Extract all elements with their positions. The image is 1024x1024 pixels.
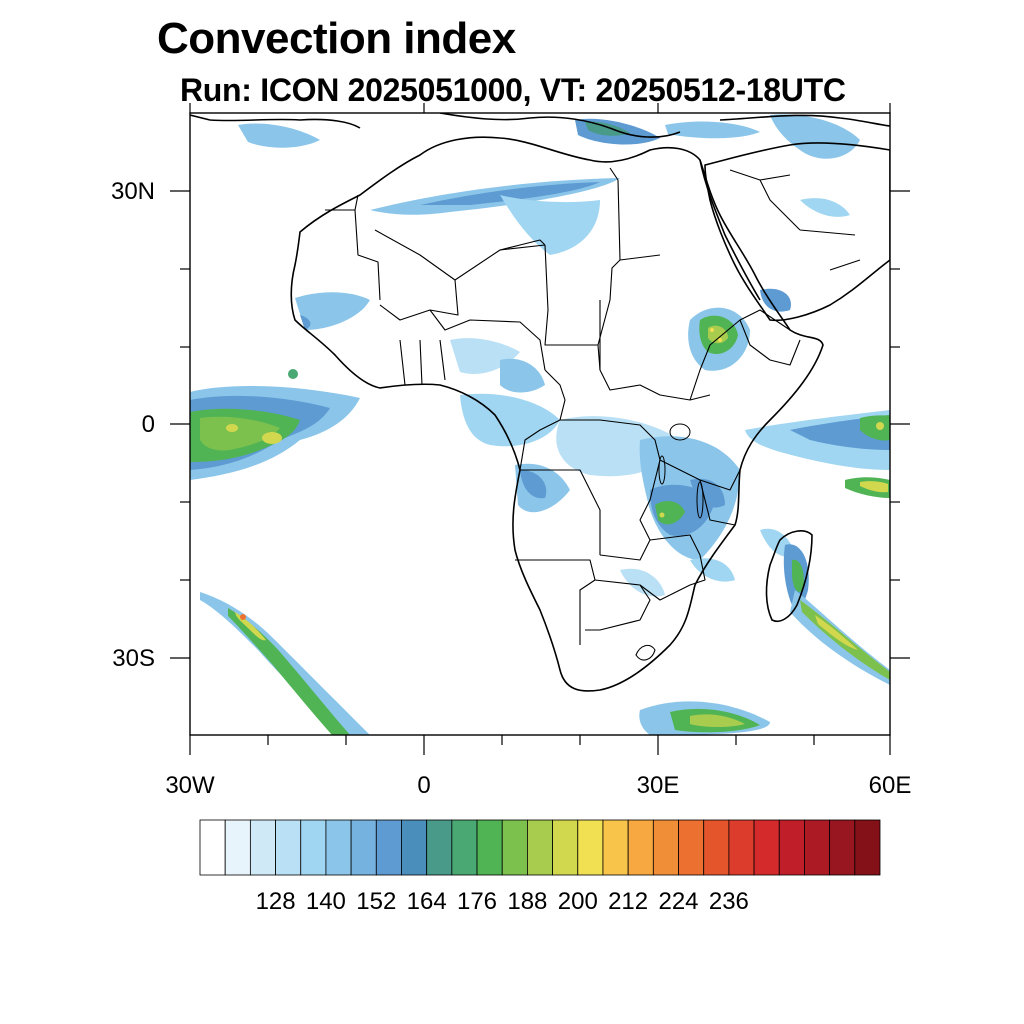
colorbar-label: 212 bbox=[608, 888, 649, 915]
colorbar-label: 236 bbox=[708, 888, 749, 915]
colorbar-cell bbox=[350, 819, 377, 876]
colorbar-cell bbox=[325, 819, 352, 876]
colorbar-cell bbox=[300, 819, 327, 876]
lon-label-60e: 60E bbox=[868, 772, 912, 799]
lon-label-0: 0 bbox=[417, 772, 431, 799]
colorbar-cell bbox=[401, 819, 428, 876]
colorbar-cell bbox=[224, 819, 251, 876]
lat-label-30n: 30N bbox=[110, 178, 155, 205]
colorbar-label: 128 bbox=[255, 888, 296, 915]
colorbar-cell bbox=[602, 819, 629, 876]
colorbar-label: 224 bbox=[658, 888, 699, 915]
colorbar-label: 200 bbox=[557, 888, 598, 915]
lat-label-30s: 30S bbox=[112, 645, 155, 672]
colorbar-cell bbox=[426, 819, 453, 876]
convection-madagascar-band bbox=[783, 544, 890, 685]
colorbar-cell bbox=[829, 819, 856, 876]
colorbar-cell bbox=[275, 819, 302, 876]
convection-west-africa bbox=[295, 292, 545, 393]
colorbar-cell bbox=[678, 819, 705, 876]
colorbar-cell bbox=[552, 819, 579, 876]
colorbar-cell bbox=[476, 819, 503, 876]
red-sea-coastline bbox=[699, 159, 761, 301]
colorbar-cell bbox=[451, 819, 478, 876]
colorbar-cell bbox=[778, 819, 805, 876]
colorbar-cell bbox=[652, 819, 679, 876]
arabia-coastline bbox=[704, 142, 890, 322]
convection-south bbox=[620, 558, 770, 735]
lon-label-30w: 30W bbox=[165, 772, 215, 799]
map-title: Convection index bbox=[157, 14, 516, 63]
colorbar-label: 140 bbox=[305, 888, 346, 915]
colorbar-label: 164 bbox=[406, 888, 447, 915]
colorbar-label: 188 bbox=[507, 888, 548, 915]
colorbar bbox=[199, 819, 881, 876]
convection-ethiopia bbox=[688, 288, 791, 371]
map-subtitle: Run: ICON 2025051000, VT: 20250512-18UTC bbox=[180, 72, 846, 108]
colorbar-label: 176 bbox=[456, 888, 498, 915]
convection-indian-ocean bbox=[745, 410, 890, 557]
colorbar-cell bbox=[527, 819, 553, 876]
convection-atlantic-equatorial bbox=[190, 369, 360, 480]
lat-label-0: 0 bbox=[141, 411, 155, 438]
lon-label-30e: 30E bbox=[636, 772, 680, 799]
europe-coastline bbox=[190, 113, 890, 138]
colorbar-cell bbox=[627, 819, 654, 876]
convection-north-streaks bbox=[238, 114, 860, 255]
colorbar-cell bbox=[703, 819, 730, 876]
colorbar-cell bbox=[753, 819, 780, 876]
africa-coastline bbox=[290, 136, 824, 692]
colorbar-cell bbox=[375, 819, 402, 876]
colorbar-cell bbox=[249, 819, 276, 876]
madagascar-coastline bbox=[765, 530, 813, 622]
colorbar-cell bbox=[854, 819, 881, 876]
convection-central-africa bbox=[460, 393, 740, 560]
colorbar-cell bbox=[577, 819, 604, 876]
colorbar-cell bbox=[804, 819, 831, 876]
colorbar-cell bbox=[199, 819, 226, 876]
coastlines bbox=[190, 113, 890, 692]
country-borders bbox=[325, 167, 861, 661]
convection-southwest-atlantic-band bbox=[200, 592, 370, 735]
axis-ticks bbox=[170, 103, 910, 755]
colorbar-cell bbox=[728, 819, 755, 876]
lakes bbox=[658, 423, 704, 519]
convection-field bbox=[190, 114, 890, 735]
colorbar-cell bbox=[501, 819, 528, 876]
colorbar-label: 152 bbox=[356, 888, 397, 915]
